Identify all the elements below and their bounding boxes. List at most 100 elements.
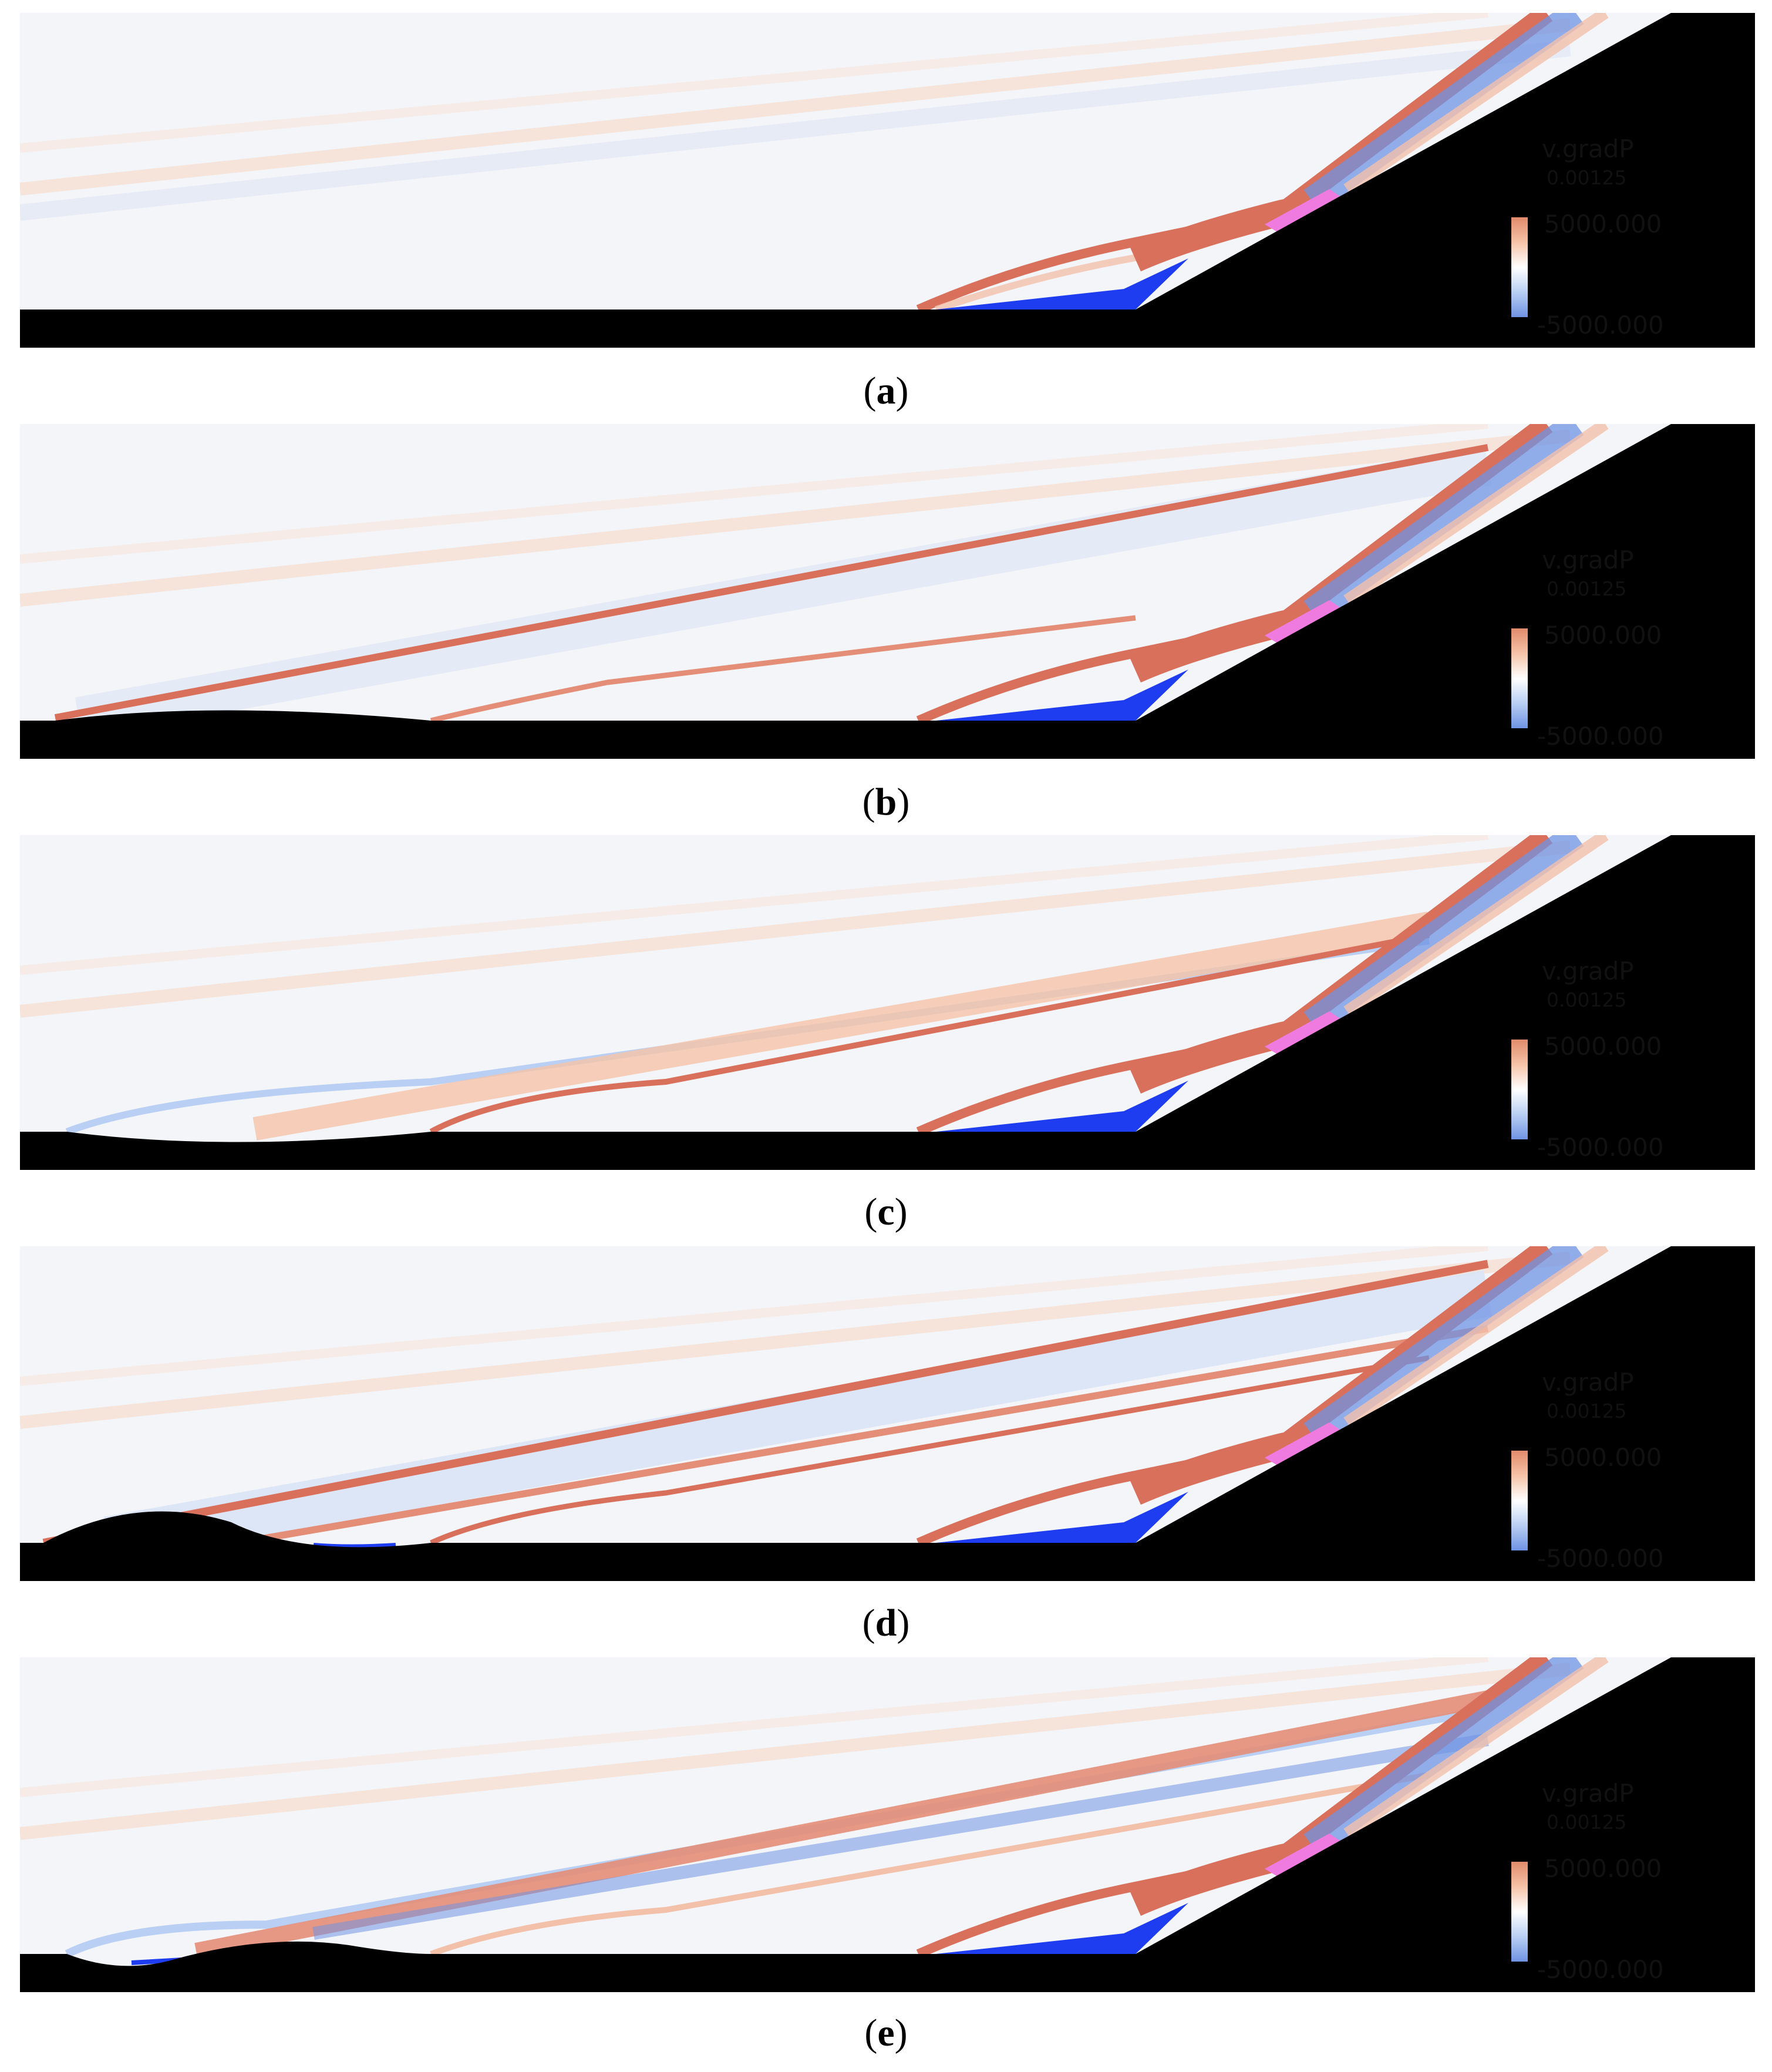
bump-leading-shock (54, 444, 1489, 721)
wall-geometry (20, 835, 1755, 1170)
colorbar (1511, 1451, 1528, 1550)
legend-time: 0.00125 (1547, 1400, 1627, 1422)
caption-label: b (875, 781, 897, 823)
weak-wave-band (20, 1246, 1488, 1386)
legend-time: 0.00125 (1547, 166, 1627, 189)
legend-min: -5000.000 (1537, 1544, 1664, 1573)
compression-fan (1130, 1016, 1315, 1094)
expansion-region (1303, 13, 1584, 212)
contour-panel-c: v.gradP 0.00125 5000.000 -5000.000 (20, 835, 1755, 1170)
bump-compression-band (194, 1690, 1490, 1959)
reattachment-zone (1265, 1834, 1347, 1879)
colorbar-legend: v.gradP 0.00125 5000.000 -5000.000 (1511, 546, 1746, 751)
expansion-region (1303, 424, 1584, 623)
bump-second-shock (254, 1325, 1489, 1543)
flow-field-d (20, 1246, 1755, 1581)
compression-fan (1130, 605, 1315, 683)
separation-shock (916, 619, 1278, 725)
weak-expansion-band (20, 40, 1571, 221)
bump-expansion-band (75, 445, 1492, 738)
ramp-wave-band (1343, 1246, 1609, 1428)
legend-min: -5000.000 (1537, 1955, 1664, 1984)
colorbar-legend: v.gradP 0.00125 5000.000 -5000.000 (1511, 957, 1746, 1162)
ramp-wave-band (1343, 424, 1609, 606)
colorbar-legend: v.gradP 0.00125 5000.000 -5000.000 (1511, 1779, 1746, 1984)
caption-b: (b) (862, 781, 910, 823)
legend-max: 5000.000 (1544, 210, 1662, 238)
legend-max: 5000.000 (1544, 621, 1662, 650)
caption-e: (e) (864, 2012, 908, 2054)
colorbar (1511, 628, 1528, 728)
compression-fan (1130, 194, 1315, 272)
contour-panel-d: v.gradP 0.00125 5000.000 -5000.000 (20, 1246, 1755, 1581)
weak-wave-band (20, 424, 1488, 564)
separation-shock-halo (935, 250, 1160, 313)
legend-max: 5000.000 (1544, 1854, 1662, 1883)
legend-variable: v.gradP (1542, 1368, 1634, 1397)
legend-min: -5000.000 (1537, 311, 1664, 339)
caption-label: d (875, 1602, 897, 1644)
wall-geometry (20, 13, 1755, 348)
weak-wave-band (20, 18, 1571, 196)
bump-leading-shock (42, 1260, 1489, 1547)
legend-variable: v.gradP (1542, 546, 1634, 574)
expansion-region (1303, 1246, 1584, 1445)
weak-wave-band (20, 835, 1488, 975)
legend-variable: v.gradP (1542, 1779, 1634, 1808)
colorbar (1511, 1040, 1528, 1139)
legend-min: -5000.000 (1537, 1133, 1664, 1162)
caption-a: (a) (863, 369, 909, 412)
legend-time: 0.00125 (1547, 1811, 1627, 1834)
legend-max: 5000.000 (1544, 1443, 1662, 1472)
bump-trailing-shock (430, 1355, 1430, 1546)
wall-geometry (20, 1657, 1755, 1992)
bump-expansion-band (103, 1270, 1493, 1563)
separation-bubble (936, 1492, 1188, 1543)
reattachment-zone (1265, 1422, 1347, 1468)
bump-expansion-wave (65, 1706, 1489, 1958)
ramp-wave-band (1343, 13, 1609, 194)
legend-variable: v.gradP (1542, 957, 1634, 985)
flow-field-e (20, 1657, 1755, 1992)
reattachment-zone (1265, 1011, 1347, 1057)
flow-field-b (20, 424, 1755, 759)
caption-label: c (877, 1190, 895, 1233)
legend-time: 0.00125 (1547, 577, 1627, 600)
colorbar (1511, 1862, 1528, 1962)
ramp-wave-band (1343, 1657, 1609, 1839)
contour-panel-a: v.gradP 0.00125 5000.000 -5000.000 (20, 13, 1755, 348)
legend-variable: v.gradP (1542, 134, 1634, 163)
colorbar (1511, 217, 1528, 317)
bump-expansion-band (312, 1733, 1489, 1940)
separation-shock (916, 1030, 1278, 1136)
legend-min: -5000.000 (1537, 722, 1664, 751)
contour-panel-e: v.gradP 0.00125 5000.000 -5000.000 (20, 1657, 1755, 1992)
caption-d: (d) (862, 1602, 910, 1644)
separation-shock (916, 1852, 1278, 1959)
colorbar-legend: v.gradP 0.00125 5000.000 -5000.000 (1511, 1368, 1746, 1573)
bump-trailing-shock (430, 615, 1136, 724)
bump-trailing-wave (430, 1772, 1430, 1957)
legend-time: 0.00125 (1547, 988, 1627, 1011)
caption-c: (c) (864, 1190, 908, 1233)
expansion-region (1303, 1657, 1584, 1856)
wall-geometry (20, 424, 1755, 759)
separation-bubble (936, 1903, 1188, 1954)
caption-label: a (876, 369, 896, 412)
separation-shock (916, 208, 1278, 314)
legend-max: 5000.000 (1544, 1032, 1662, 1061)
weak-wave-band (20, 840, 1571, 1018)
weak-wave-band (20, 1663, 1571, 1840)
ramp-wave-band (1343, 835, 1609, 1017)
weak-wave-band (20, 13, 1488, 153)
reattachment-zone (1265, 600, 1347, 646)
flow-field-c (20, 835, 1755, 1170)
dip-trailing-shock (429, 932, 1430, 1135)
weak-wave-band (20, 1252, 1571, 1429)
caption-label: e (877, 2012, 895, 2054)
weak-wave-band (20, 429, 1571, 607)
colorbar-legend: v.gradP 0.00125 5000.000 -5000.000 (1511, 134, 1746, 339)
weak-wave-band (20, 1657, 1488, 1797)
contour-panel-b: v.gradP 0.00125 5000.000 -5000.000 (20, 424, 1755, 759)
